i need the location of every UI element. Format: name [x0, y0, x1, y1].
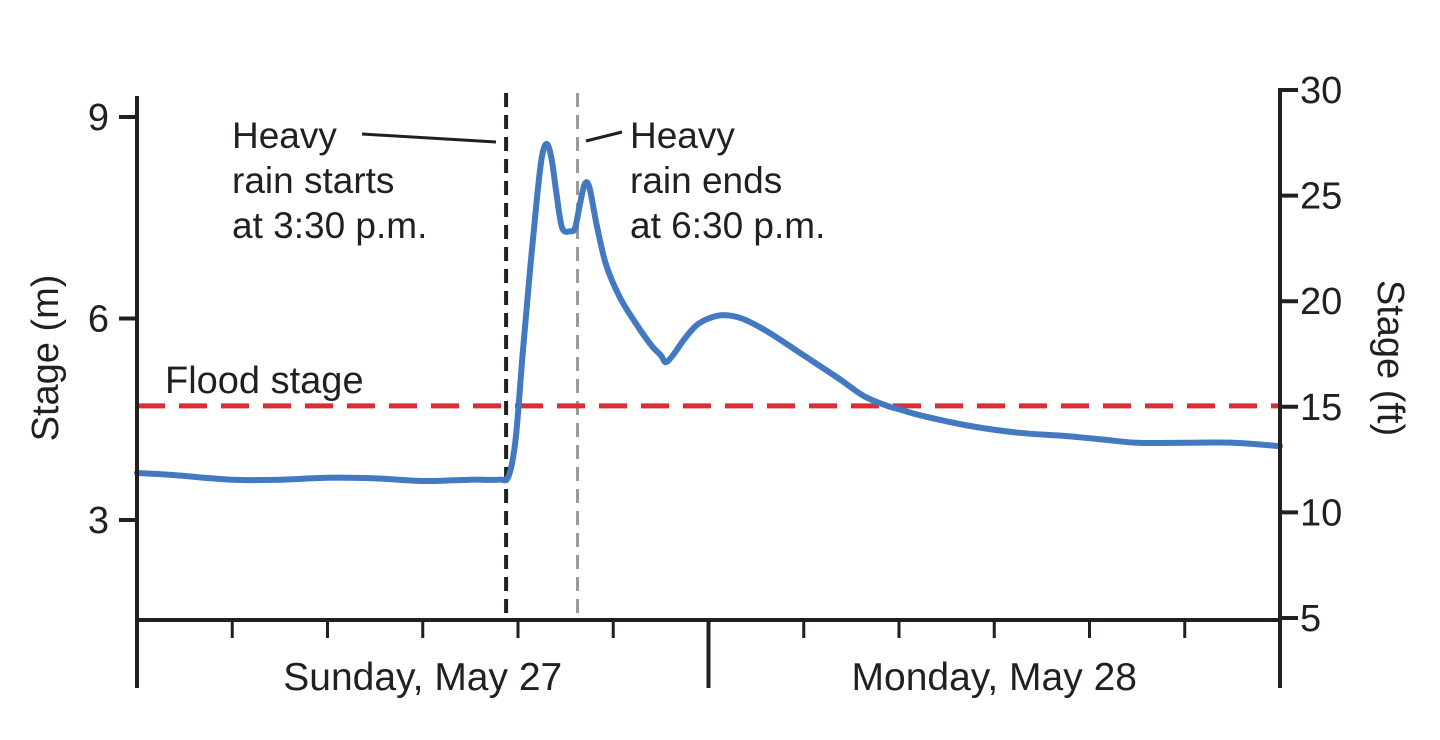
rain-end-leader-line	[585, 130, 623, 143]
reference-layer	[137, 93, 1280, 620]
axes-layer	[119, 88, 1298, 688]
labels-layer: Stage (m) Stage (ft) Flood stage 3 6 9 5 10 1…	[25, 70, 1411, 699]
x-day-label-2: Monday, May 28	[852, 656, 1137, 699]
right-y-tick-label-30: 30	[1300, 70, 1342, 112]
rain-end-annotation: Heavy rain ends at 6:30 p.m.	[630, 115, 825, 246]
annotation-layer: Heavy rain starts at 3:30 p.m. Heavy rai…	[232, 115, 825, 246]
rain-start-annotation: Heavy rain starts at 3:30 p.m.	[232, 115, 427, 246]
left-y-tick-label-3: 3	[88, 500, 109, 542]
right-y-tick-label-20: 20	[1300, 281, 1342, 323]
right-y-tick-label-25: 25	[1300, 176, 1342, 218]
right-y-tick-label-10: 10	[1300, 492, 1342, 534]
rain-start-leader-line	[361, 132, 497, 144]
rain-end-line-1: Heavy	[630, 115, 735, 156]
x-day-label-1: Sunday, May 27	[283, 656, 562, 699]
stage-series-line	[134, 140, 1283, 485]
flood-stage-label: Flood stage	[165, 360, 364, 402]
rain-end-line-2: rain ends	[630, 160, 782, 201]
right-y-tick-label-15: 15	[1300, 387, 1342, 429]
rain-start-line-3: at 3:30 p.m.	[232, 205, 427, 246]
left-y-tick-label-6: 6	[88, 299, 109, 341]
rain-start-line-1: Heavy	[232, 115, 337, 156]
left-y-tick-label-9: 9	[88, 97, 109, 139]
right-y-tick-label-5: 5	[1300, 598, 1321, 640]
rain-end-line-3: at 6:30 p.m.	[630, 205, 825, 246]
rain-start-line-2: rain starts	[232, 160, 394, 201]
series-layer	[134, 140, 1283, 485]
left-axis-title: Stage (m)	[25, 275, 67, 442]
right-axis-title: Stage (ft)	[1369, 280, 1411, 436]
